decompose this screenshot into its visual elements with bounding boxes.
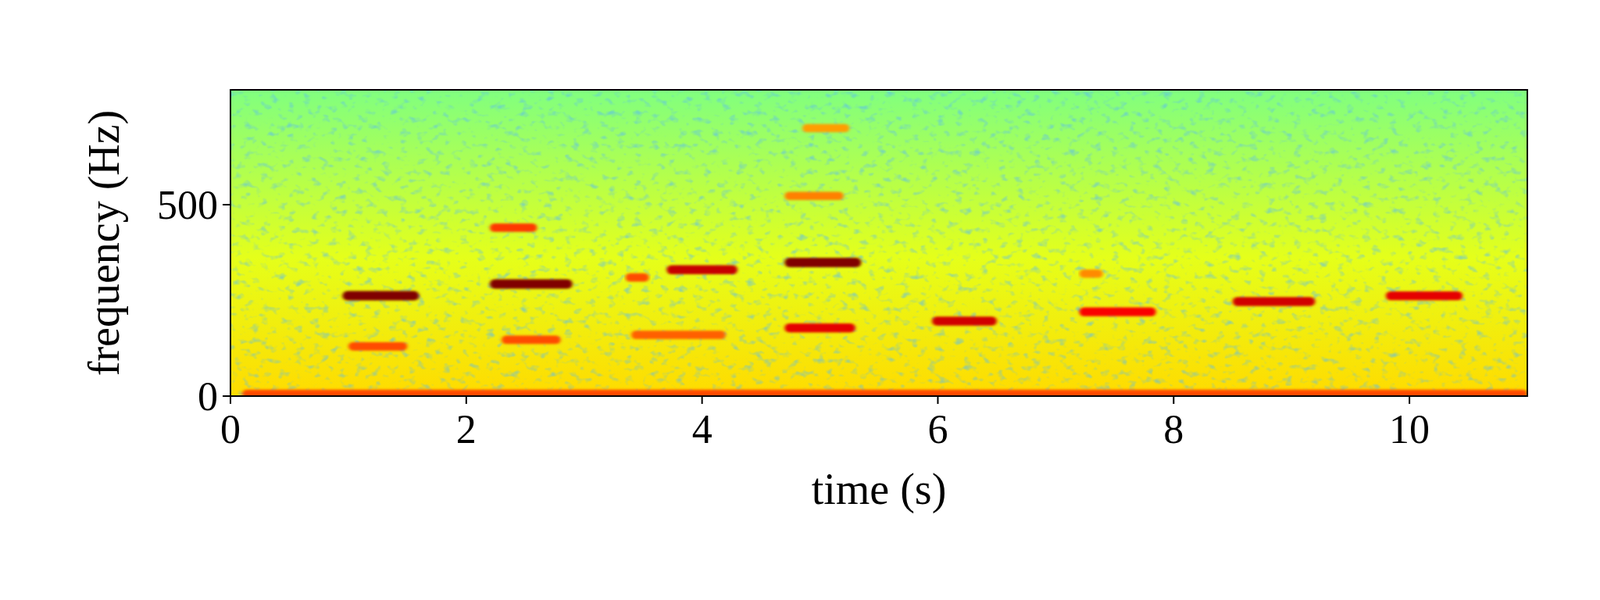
tone (784, 191, 843, 200)
y-tick-label: 500 (157, 182, 218, 228)
x-tick-label: 2 (456, 407, 477, 452)
x-tick-label: 8 (1163, 407, 1184, 452)
tone (1385, 291, 1463, 300)
x-tick-label: 0 (220, 407, 241, 452)
tone (1079, 269, 1104, 278)
tone (348, 342, 408, 351)
x-tick-label: 10 (1389, 407, 1430, 452)
frame (230, 89, 1528, 397)
x-axis-title: time (s) (811, 464, 947, 515)
y-tick (222, 203, 231, 206)
plot-area (230, 89, 1528, 397)
x-tick (1408, 396, 1411, 404)
x-tick (229, 396, 232, 404)
tone (932, 316, 997, 326)
x-tick (701, 396, 704, 404)
y-tick-label: 0 (197, 374, 218, 419)
tone (631, 330, 726, 340)
tone (1079, 307, 1157, 317)
tone (342, 291, 419, 301)
tone (625, 273, 650, 283)
x-tick (1172, 396, 1175, 404)
x-tick (465, 396, 468, 404)
y-tick (222, 395, 231, 397)
tone (784, 257, 861, 268)
tone (242, 389, 1528, 397)
tone (1232, 296, 1316, 307)
tone (784, 323, 856, 333)
chart: 0 2 4 6 8 10 0 500 time (s) frequency (Hz) (0, 0, 1600, 600)
tone (489, 223, 537, 233)
tone (489, 278, 573, 289)
background (230, 89, 1528, 397)
x-tick (936, 396, 939, 404)
x-tick-label: 6 (927, 407, 948, 452)
y-axis-title: frequency (Hz) (79, 110, 129, 376)
noise-texture (230, 89, 1528, 397)
tone (666, 265, 738, 275)
tone (501, 335, 561, 345)
x-tick-label: 4 (692, 407, 713, 452)
tone (802, 124, 850, 133)
